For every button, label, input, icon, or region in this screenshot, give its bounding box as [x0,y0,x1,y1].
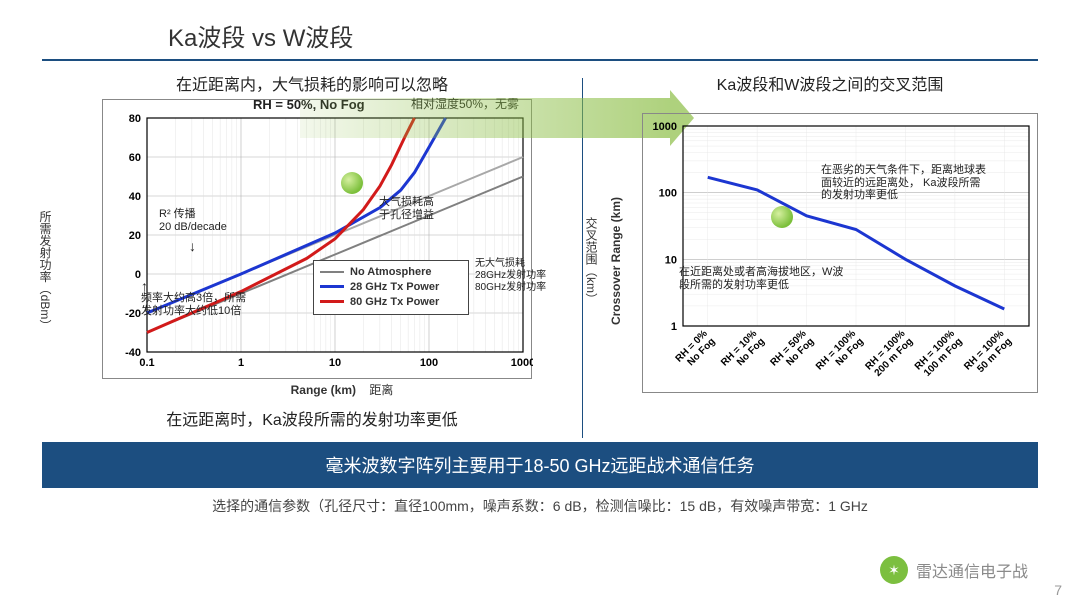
params-line: 选择的通信参数（孔径尺寸：直径100mm，噪声系数：6 dB，检测信噪比：15 … [0,496,1080,516]
left-subheading: 在近距离内，大气损耗的影响可以忽略 [42,71,582,95]
right-chart-column: Ka波段和W波段之间的交叉范围 交叉范围（km） Crossover Range… [582,71,1038,430]
svg-text:20: 20 [129,230,141,242]
svg-text:100: 100 [659,188,677,200]
right-subheading: Ka波段和W波段之间的交叉范围 [622,71,1038,95]
right-chart: 1101001000RH = 0%No FogRH = 10%No FogRH … [642,113,1038,393]
anno-r2: R² 传播20 dB/decade ↓ [159,208,227,233]
left-xlabel-en: Range (km) [291,383,356,397]
left-chart: -40-200204060800.11101001000 RH = 50%, N… [102,99,532,379]
svg-text:1: 1 [671,321,677,333]
page-title: Ka波段 vs W波段 [0,0,1080,59]
crossover-marker-right [771,206,793,228]
summary-banner: 毫米波数字阵列主要用于18-50 GHz远距战术通信任务 [42,442,1038,488]
watermark-text: 雷达通信电子战 [916,558,1028,582]
svg-text:40: 40 [129,191,141,203]
legend-trans: 无大气损耗 28GHz发射功率 80GHz发射功率 [475,258,546,294]
svg-text:1: 1 [238,357,244,369]
svg-text:0.1: 0.1 [139,357,154,369]
left-ylabel-cn: 所需发射功率（dBm） [37,211,54,332]
title-divider [42,59,1038,61]
svg-text:10: 10 [329,357,341,369]
left-footnote: 在远距离时，Ka波段所需的发射功率更低 [42,406,582,430]
left-chart-svg: -40-200204060800.11101001000 [103,100,533,380]
watermark: ✶ 雷达通信电子战 [880,556,1028,584]
svg-text:80: 80 [129,113,141,125]
wechat-icon: ✶ [880,556,908,584]
charts-row: 在近距离内，大气损耗的影响可以忽略 所需发射功率（dBm） -40-200204… [0,71,1080,430]
crossover-marker-left [341,172,363,194]
page-number: 7 [1054,582,1062,598]
svg-text:10: 10 [665,254,677,266]
anno-right-top: 在恶劣的天气条件下，距离地球表 面较近的远距离处， Ka波段所需 的发射功率更低 [821,164,986,202]
right-ylabel-en: Crossover Range (km) [609,197,623,325]
anno-freq: ↑ 频率大约高3倍，所需发射功率大约低10倍 [141,292,246,317]
svg-text:60: 60 [129,152,141,164]
anno-loss: 大气损耗高于孔径增益 [379,196,434,221]
legend-box: No Atmosphere 28 GHz Tx Power 80 GHz Tx … [313,260,469,315]
svg-text:1000: 1000 [653,121,677,133]
left-xlabel-cn: 距离 [369,383,393,397]
right-ylabel-cn: 交叉范围（km） [583,217,600,305]
right-chart-svg: 1101001000RH = 0%No FogRH = 10%No FogRH … [643,114,1039,394]
svg-text:-20: -20 [125,308,141,320]
svg-text:100: 100 [420,357,438,369]
svg-text:1000: 1000 [511,357,533,369]
anno-right-bot: 在近距离处或者高海拔地区，W波 段所需的发射功率更低 [679,266,843,291]
